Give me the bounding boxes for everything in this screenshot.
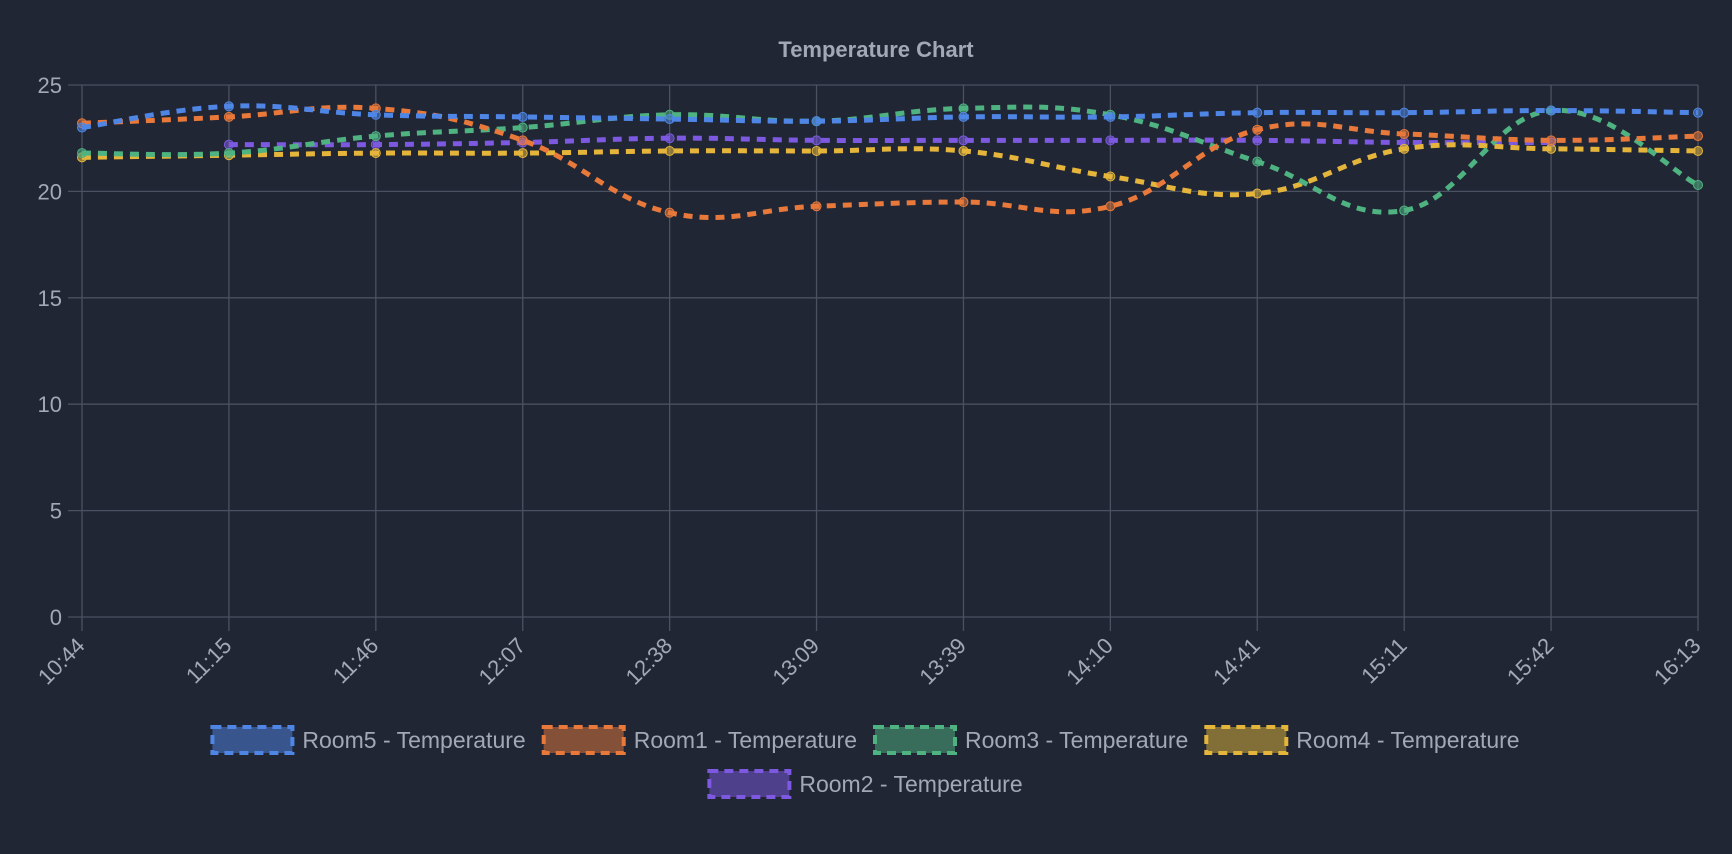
legend-label: Room3 - Temperature: [965, 727, 1188, 753]
series-line: [81, 104, 1700, 215]
data-point[interactable]: [1546, 105, 1557, 116]
data-point[interactable]: [1399, 107, 1410, 118]
data-point[interactable]: [223, 101, 234, 112]
series-room1-temperature: [77, 103, 1703, 220]
x-tick-label: 14:10: [1061, 633, 1118, 690]
x-axis-ticks: 10:44 11:15 11:46 12:07 12:38 13:09 13:39 14:10…: [33, 633, 1706, 690]
data-point[interactable]: [370, 131, 381, 142]
y-tick-label: 5: [50, 499, 62, 524]
series-line: [81, 104, 1699, 220]
y-tick-label: 0: [50, 605, 62, 630]
data-point[interactable]: [1399, 128, 1410, 139]
legend-label: Room4 - Temperature: [1296, 727, 1519, 753]
series-lines: [77, 101, 1703, 220]
x-tick-label: 12:38: [621, 633, 678, 690]
data-point[interactable]: [811, 116, 822, 127]
data-point[interactable]: [370, 148, 381, 159]
y-tick-label: 20: [38, 179, 62, 204]
legend-swatch: [873, 725, 957, 755]
data-point[interactable]: [517, 148, 528, 159]
x-tick-label: 13:39: [914, 633, 971, 690]
data-point[interactable]: [664, 114, 675, 125]
series-line: [228, 135, 1552, 148]
data-point[interactable]: [664, 207, 675, 218]
data-point[interactable]: [1252, 135, 1263, 146]
legend-item[interactable]: Room2 - Temperature: [707, 769, 1023, 799]
y-tick-label: 15: [38, 286, 62, 311]
x-tick-label: 13:09: [767, 633, 824, 690]
legend-swatch: [707, 769, 792, 799]
data-point[interactable]: [1252, 107, 1263, 118]
data-point[interactable]: [223, 139, 234, 150]
grid: [68, 84, 1699, 631]
data-point[interactable]: [958, 111, 969, 122]
data-point[interactable]: [1105, 135, 1116, 146]
x-tick-label: 14:41: [1208, 633, 1265, 690]
legend-label: Room1 - Temperature: [634, 727, 857, 753]
data-point[interactable]: [664, 133, 675, 144]
y-tick-label: 25: [38, 73, 62, 98]
data-point[interactable]: [1693, 107, 1703, 118]
data-point[interactable]: [1399, 205, 1410, 216]
data-point[interactable]: [1105, 111, 1116, 122]
data-point[interactable]: [811, 201, 822, 212]
data-point[interactable]: [958, 145, 969, 156]
data-point[interactable]: [958, 197, 969, 208]
data-point[interactable]: [958, 135, 969, 146]
data-point[interactable]: [1546, 135, 1557, 146]
data-point[interactable]: [517, 135, 528, 146]
data-point[interactable]: [223, 148, 234, 159]
data-point[interactable]: [517, 111, 528, 122]
data-point[interactable]: [77, 122, 87, 133]
data-point[interactable]: [1105, 201, 1116, 212]
x-tick-label: 11:46: [328, 633, 383, 688]
data-point[interactable]: [1693, 180, 1703, 191]
x-tick-label: 10:44: [33, 633, 90, 690]
data-point[interactable]: [1399, 143, 1410, 154]
legend-item[interactable]: Room5 - Temperature: [210, 725, 526, 755]
data-point[interactable]: [370, 139, 381, 150]
series-line: [81, 142, 1699, 198]
data-point[interactable]: [811, 145, 822, 156]
series-room3-temperature: [77, 103, 1703, 216]
data-point[interactable]: [1105, 171, 1116, 182]
data-point[interactable]: [370, 109, 381, 120]
y-axis-ticks: 0 5 10 15 20 25: [38, 73, 62, 630]
data-point[interactable]: [223, 111, 234, 122]
x-tick-label: 15:11: [1356, 633, 1411, 688]
legend-item[interactable]: Room1 - Temperature: [541, 725, 857, 755]
legend-swatch: [210, 725, 295, 755]
data-point[interactable]: [664, 145, 675, 156]
data-point[interactable]: [517, 122, 528, 133]
legend-label: Room5 - Temperature: [302, 727, 525, 753]
data-point[interactable]: [958, 103, 969, 114]
data-point[interactable]: [1252, 156, 1263, 167]
y-tick-label: 10: [38, 392, 62, 417]
data-point[interactable]: [1252, 188, 1263, 199]
data-point[interactable]: [1546, 143, 1557, 154]
data-point[interactable]: [1693, 145, 1703, 156]
data-point[interactable]: [811, 135, 822, 146]
chart-title: Temperature Chart: [778, 37, 974, 62]
data-point[interactable]: [77, 148, 87, 159]
data-point[interactable]: [1693, 131, 1703, 142]
x-tick-label: 16:13: [1649, 633, 1706, 690]
data-point[interactable]: [1252, 124, 1263, 135]
series-line: [81, 103, 1699, 131]
series-room5-temperature: [77, 101, 1703, 133]
legend-item[interactable]: Room4 - Temperature: [1204, 725, 1520, 755]
legend-swatch: [1204, 725, 1289, 755]
series-room4-temperature: [77, 142, 1703, 199]
legend-swatch: [541, 725, 626, 755]
legend[interactable]: Room5 - Temperature Room1 - Temperature Ro…: [210, 725, 1520, 799]
legend-item[interactable]: Room3 - Temperature: [873, 725, 1188, 755]
legend-label: Room2 - Temperature: [799, 771, 1022, 797]
x-tick-label: 15:42: [1502, 633, 1559, 690]
x-tick-label: 12:07: [474, 633, 531, 690]
x-tick-label: 11:15: [181, 633, 236, 688]
